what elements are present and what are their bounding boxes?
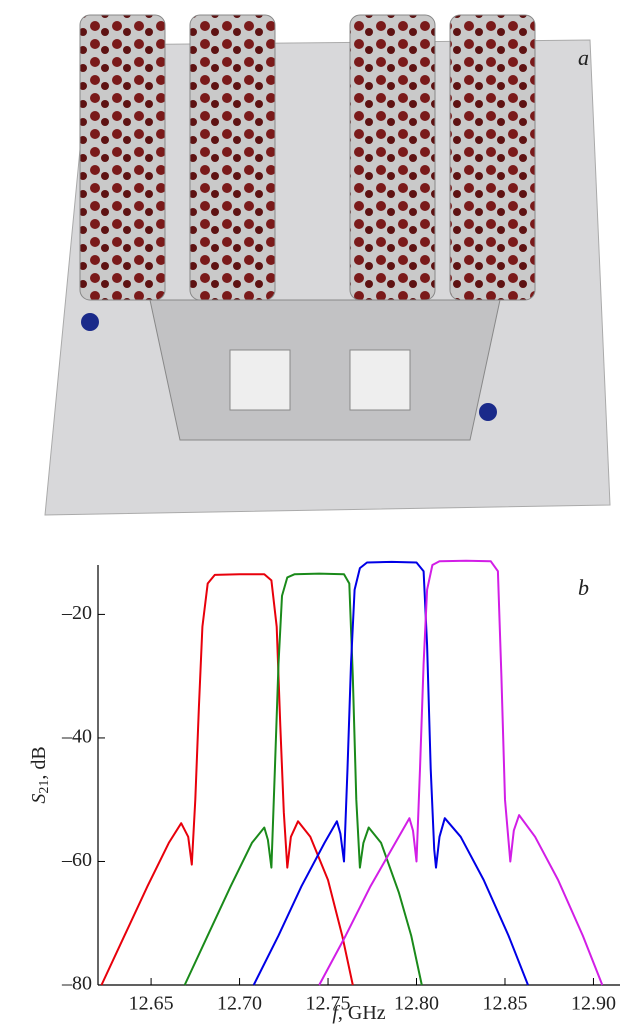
- x-tick-label: 12.90: [571, 993, 616, 1015]
- x-label-unit: , GHz: [338, 1002, 386, 1024]
- x-tick-label: 12.70: [217, 993, 262, 1015]
- y-tick-label: –80: [61, 973, 92, 995]
- filter-response: [183, 572, 423, 986]
- filter-response: [252, 560, 529, 986]
- y-tick-label: –20: [61, 602, 92, 624]
- y-label-symbol: S: [28, 794, 50, 804]
- panel-label: a: [578, 45, 589, 70]
- y-tick-label: –60: [61, 849, 92, 871]
- opening: [229, 349, 291, 411]
- filter-block: [349, 14, 436, 301]
- frame: [149, 299, 501, 441]
- chart: b f, GHz S21, dB 12.65 12.70 12.75 12.80 12.…: [28, 559, 620, 1024]
- x-label-symbol: f: [332, 1002, 340, 1024]
- x-tick-label: 12.85: [482, 993, 527, 1015]
- connector: [81, 313, 99, 331]
- y-label-unit: , dB: [28, 746, 50, 779]
- y-label-subscript: 21: [37, 780, 52, 794]
- filter-response: [100, 573, 354, 986]
- photo: a: [44, 14, 611, 516]
- panel-label: b: [578, 575, 589, 600]
- opening: [349, 349, 411, 411]
- x-axis-label: f, GHz: [332, 1002, 385, 1024]
- y-axis-label: S21, dB: [28, 746, 53, 803]
- filter-block: [189, 14, 276, 301]
- filter-response: [318, 559, 604, 986]
- x-tick-label: 12.75: [306, 993, 351, 1015]
- x-tick-label: 12.80: [394, 993, 439, 1015]
- y-tick-label: –40: [61, 726, 92, 748]
- filter-block: [449, 14, 536, 301]
- connector: [479, 403, 497, 421]
- x-tick-label: 12.65: [129, 993, 174, 1015]
- filter-block: [79, 14, 166, 301]
